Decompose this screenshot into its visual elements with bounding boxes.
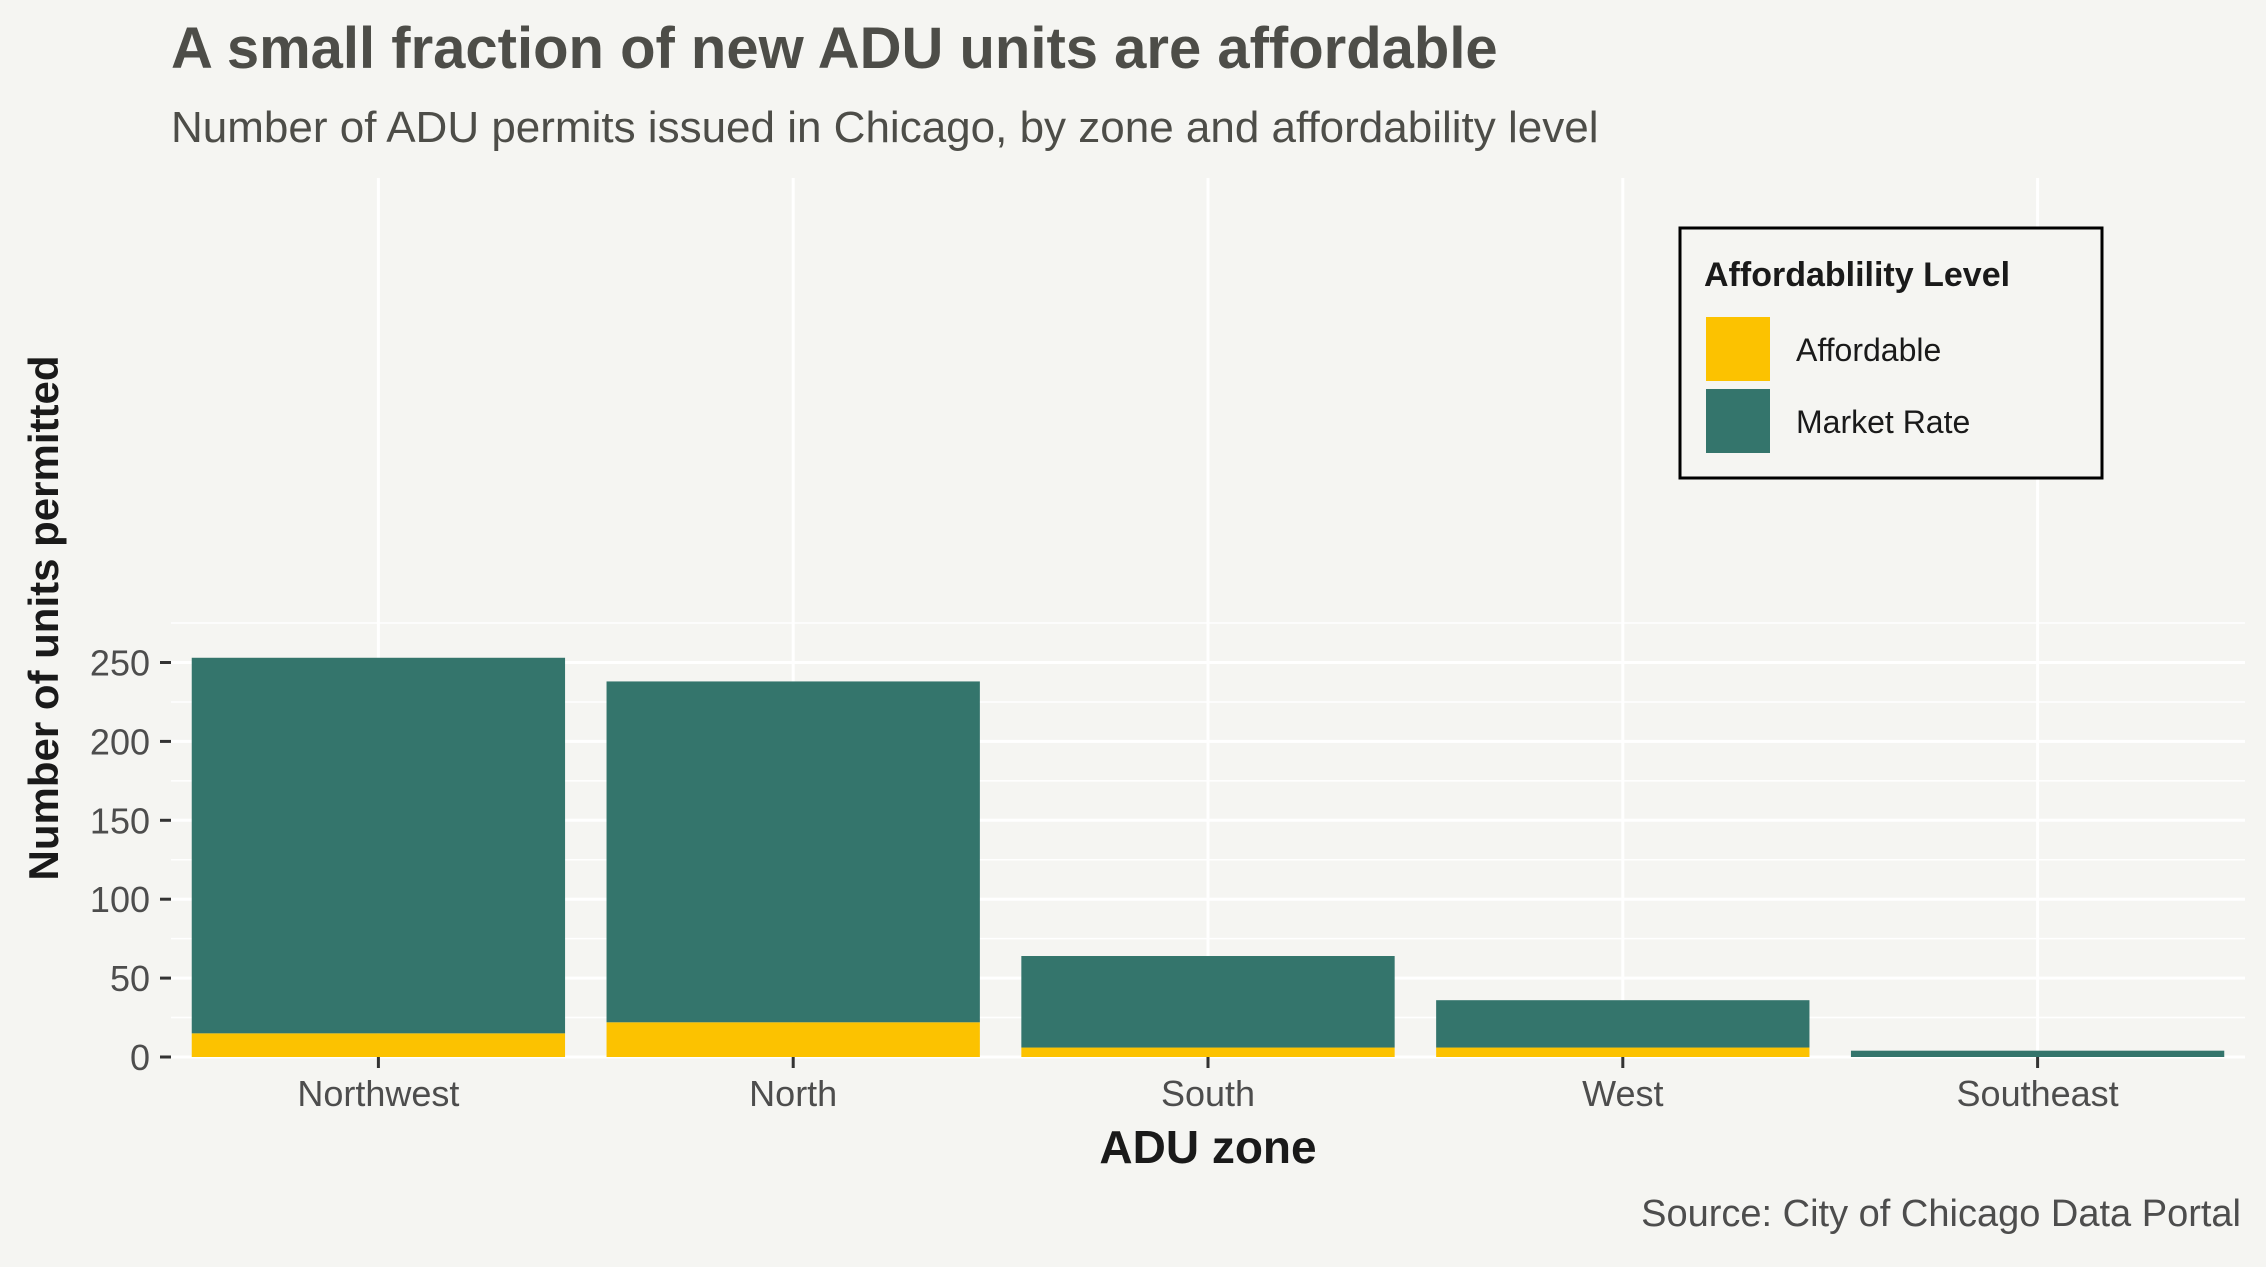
bar-affordable-south	[1021, 1047, 1395, 1057]
bar-affordable-northwest	[191, 1033, 566, 1057]
axis-layer: 0 50 100 150 200 250 Northwest North South West So…	[90, 643, 2119, 1115]
x-axis-title: ADU zone	[1099, 1121, 1316, 1173]
y-tick-label: 0	[130, 1037, 150, 1078]
chart-caption: Source: City of Chicago Data Portal	[1641, 1193, 2241, 1235]
y-tick-label: 200	[90, 721, 150, 762]
y-tick-label: 50	[110, 958, 150, 999]
x-tick-label: Southeast	[1957, 1073, 2119, 1114]
legend-swatch-market-rate	[1706, 389, 1770, 453]
x-tick-label: Northwest	[297, 1073, 459, 1114]
bar-market-rate-west	[1436, 1000, 1810, 1048]
legend-swatch-affordable	[1706, 317, 1770, 381]
x-tick-label: North	[749, 1073, 837, 1114]
bar-affordable-north	[606, 1022, 980, 1057]
bars-layer	[191, 657, 2225, 1057]
legend-label-affordable: Affordable	[1796, 332, 1941, 368]
legend: Affordablility Level Affordable Market R…	[1678, 226, 2104, 480]
bar-affordable-west	[1436, 1047, 1810, 1057]
bar-market-rate-southeast	[1850, 1050, 2225, 1057]
y-tick-label: 100	[90, 879, 150, 920]
x-tick-label: West	[1582, 1073, 1663, 1114]
y-tick-label: 250	[90, 643, 150, 684]
legend-title: Affordablility Level	[1704, 256, 2010, 294]
chart-subtitle: Number of ADU permits issued in Chicago,…	[171, 103, 1598, 152]
bar-market-rate-south	[1021, 956, 1395, 1048]
chart-title: A small fraction of new ADU units are af…	[171, 16, 1498, 81]
x-tick-label: South	[1161, 1073, 1255, 1114]
legend-label-market-rate: Market Rate	[1796, 404, 1970, 440]
bar-market-rate-north	[606, 681, 980, 1023]
y-axis-title: Number of units permitted	[20, 355, 67, 880]
bar-market-rate-northwest	[191, 657, 566, 1034]
y-tick-label: 150	[90, 800, 150, 841]
